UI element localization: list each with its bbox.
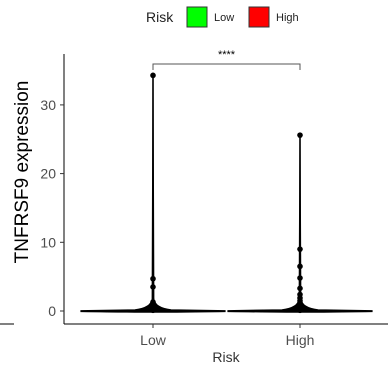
y-axis-title: TNFRSF9 expression: [12, 81, 33, 264]
legend-label-high: High: [276, 12, 299, 24]
legend-swatch-low: [186, 6, 208, 28]
chart-marks: [80, 72, 373, 314]
data-point: [150, 284, 156, 290]
significance-annotation: ****: [152, 49, 301, 70]
data-point: [297, 263, 303, 270]
data-point: [297, 275, 303, 281]
data-point: [297, 246, 303, 252]
data-point: [150, 275, 156, 282]
significance-label: ****: [218, 49, 236, 61]
y-tick-label: 10: [40, 234, 56, 250]
x-axis-title: Risk: [212, 349, 240, 365]
y-tick-label: 30: [40, 97, 56, 113]
significance-bracket: [152, 63, 301, 70]
data-point: [297, 132, 303, 138]
x-tick-label: High: [286, 332, 315, 348]
data-point: [297, 307, 303, 314]
axes: 0 10 20 30 Low High: [40, 54, 388, 348]
data-point: [150, 307, 156, 314]
y-tick-label: 0: [48, 303, 56, 319]
legend-swatch-high: [248, 6, 270, 28]
data-point: [297, 285, 303, 292]
data-point: [150, 72, 156, 79]
y-tick-label: 20: [40, 166, 56, 182]
x-tick-label: Low: [140, 332, 167, 348]
legend: Low High: [186, 6, 299, 28]
legend-label-low: Low: [214, 12, 234, 24]
legend-title: Risk: [146, 9, 174, 25]
